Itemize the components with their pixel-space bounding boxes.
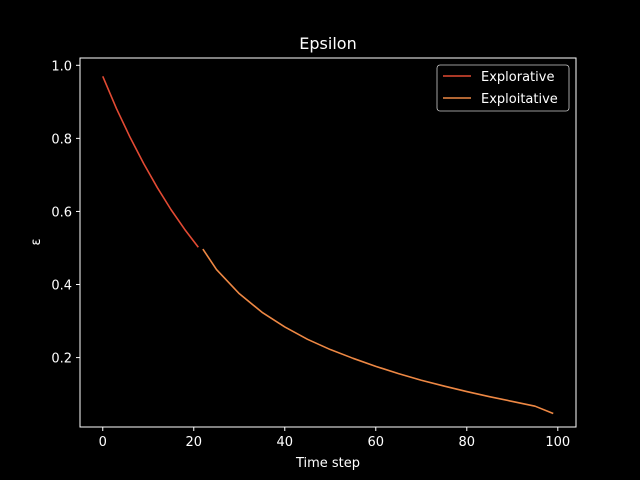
y-axis: 0.2 0.4 0.6 0.8 1.0 — [51, 59, 80, 367]
chart-title: Epsilon — [299, 34, 356, 53]
x-axis: 0 20 40 60 80 100 — [99, 427, 570, 450]
plot-frame — [79, 57, 577, 428]
legend: Explorative Exploitative — [436, 64, 570, 112]
x-tick-label: 0 — [99, 435, 107, 450]
y-tick-label: 1.0 — [51, 59, 72, 74]
legend-label: Exploitative — [481, 92, 558, 107]
x-tick-label: 80 — [459, 435, 476, 450]
y-tick-label: 0.2 — [51, 352, 72, 367]
x-axis-label: Time step — [295, 456, 360, 471]
series-line-explorative — [102, 75, 199, 248]
x-tick-label: 40 — [276, 435, 293, 450]
y-axis-label: ε — [29, 238, 44, 245]
x-tick-label: 20 — [185, 435, 202, 450]
series-line-exploitative — [202, 248, 554, 415]
y-tick-label: 0.4 — [51, 279, 72, 294]
y-tick-label: 0.8 — [51, 132, 72, 147]
series-lines — [102, 75, 554, 415]
legend-label: Explorative — [481, 70, 554, 85]
x-tick-label: 60 — [368, 435, 385, 450]
x-tick-label: 100 — [545, 435, 570, 450]
y-tick-label: 0.6 — [51, 205, 72, 220]
